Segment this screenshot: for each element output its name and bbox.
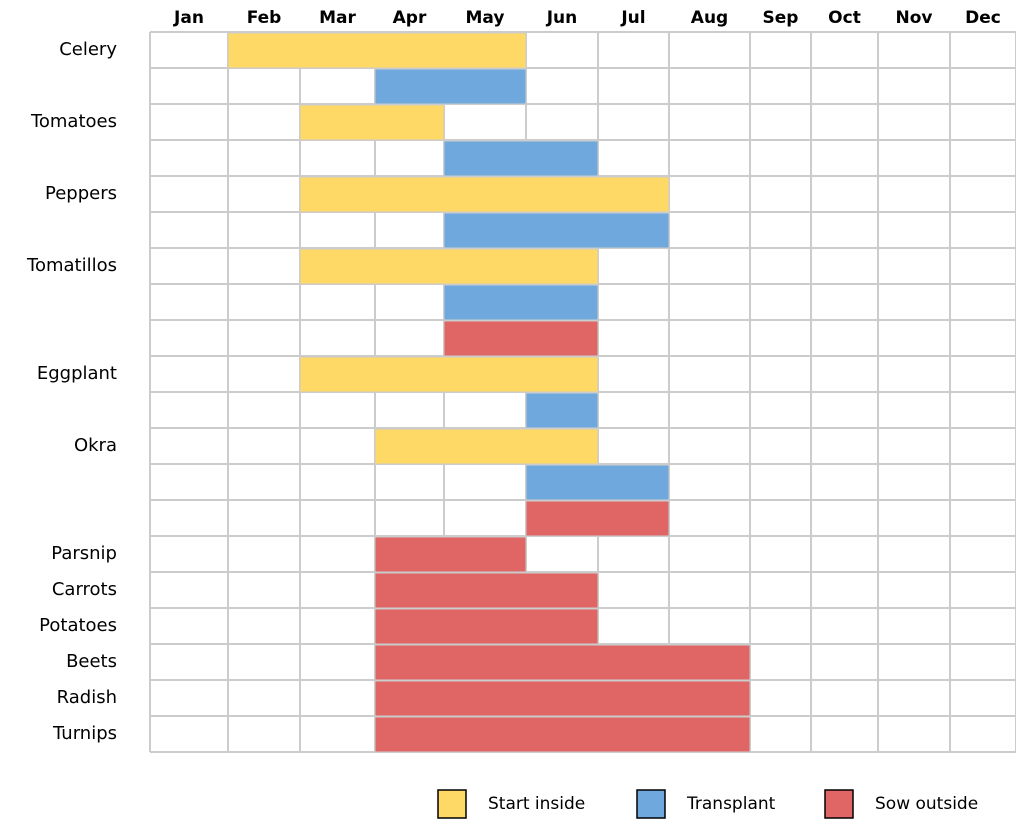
bar bbox=[525, 500, 670, 537]
month-label: Oct bbox=[828, 8, 861, 28]
row-label: Radish bbox=[57, 687, 117, 708]
month-label: Aug bbox=[691, 8, 728, 28]
bar bbox=[227, 32, 527, 69]
legend-label: Transplant bbox=[686, 794, 776, 814]
month-label: Mar bbox=[319, 8, 356, 28]
bar bbox=[374, 428, 599, 465]
bar bbox=[374, 716, 751, 753]
bar bbox=[299, 104, 445, 141]
month-label: Sep bbox=[763, 8, 799, 28]
month-label: Jan bbox=[173, 8, 204, 28]
bar bbox=[443, 212, 670, 249]
month-label: Jun bbox=[546, 8, 578, 28]
row-label: Turnips bbox=[52, 723, 117, 744]
legend-label: Sow outside bbox=[875, 794, 978, 814]
bar bbox=[374, 68, 527, 105]
row-label: Eggplant bbox=[37, 363, 117, 384]
bar bbox=[443, 320, 599, 357]
month-label: Jul bbox=[620, 8, 645, 28]
row-label: Beets bbox=[66, 651, 117, 672]
bar bbox=[374, 572, 599, 609]
bar bbox=[443, 140, 599, 177]
month-label: May bbox=[466, 8, 505, 28]
month-label: Apr bbox=[393, 8, 427, 28]
month-label: Nov bbox=[896, 8, 933, 28]
legend-swatch bbox=[437, 789, 467, 819]
legend-swatch bbox=[636, 789, 666, 819]
bar bbox=[374, 680, 751, 717]
row-label: Carrots bbox=[52, 579, 117, 600]
month-label: Dec bbox=[965, 8, 1001, 28]
bar bbox=[374, 536, 527, 573]
month-label: Feb bbox=[247, 8, 282, 28]
row-label: Tomatoes bbox=[30, 111, 117, 132]
row-label: Potatoes bbox=[39, 615, 117, 636]
legend-swatch bbox=[824, 789, 854, 819]
bar bbox=[299, 176, 670, 213]
bar bbox=[299, 356, 599, 393]
row-label: Tomatillos bbox=[26, 255, 117, 276]
bar bbox=[299, 248, 599, 285]
row-label: Okra bbox=[74, 435, 117, 456]
row-label: Parsnip bbox=[51, 543, 117, 564]
row-label: Peppers bbox=[45, 183, 117, 204]
legend-label: Start inside bbox=[488, 794, 585, 814]
bar bbox=[374, 644, 751, 681]
bar bbox=[525, 464, 670, 501]
row-label: Celery bbox=[59, 39, 117, 60]
bar bbox=[374, 608, 599, 645]
bar bbox=[525, 392, 599, 429]
bar bbox=[443, 284, 599, 321]
